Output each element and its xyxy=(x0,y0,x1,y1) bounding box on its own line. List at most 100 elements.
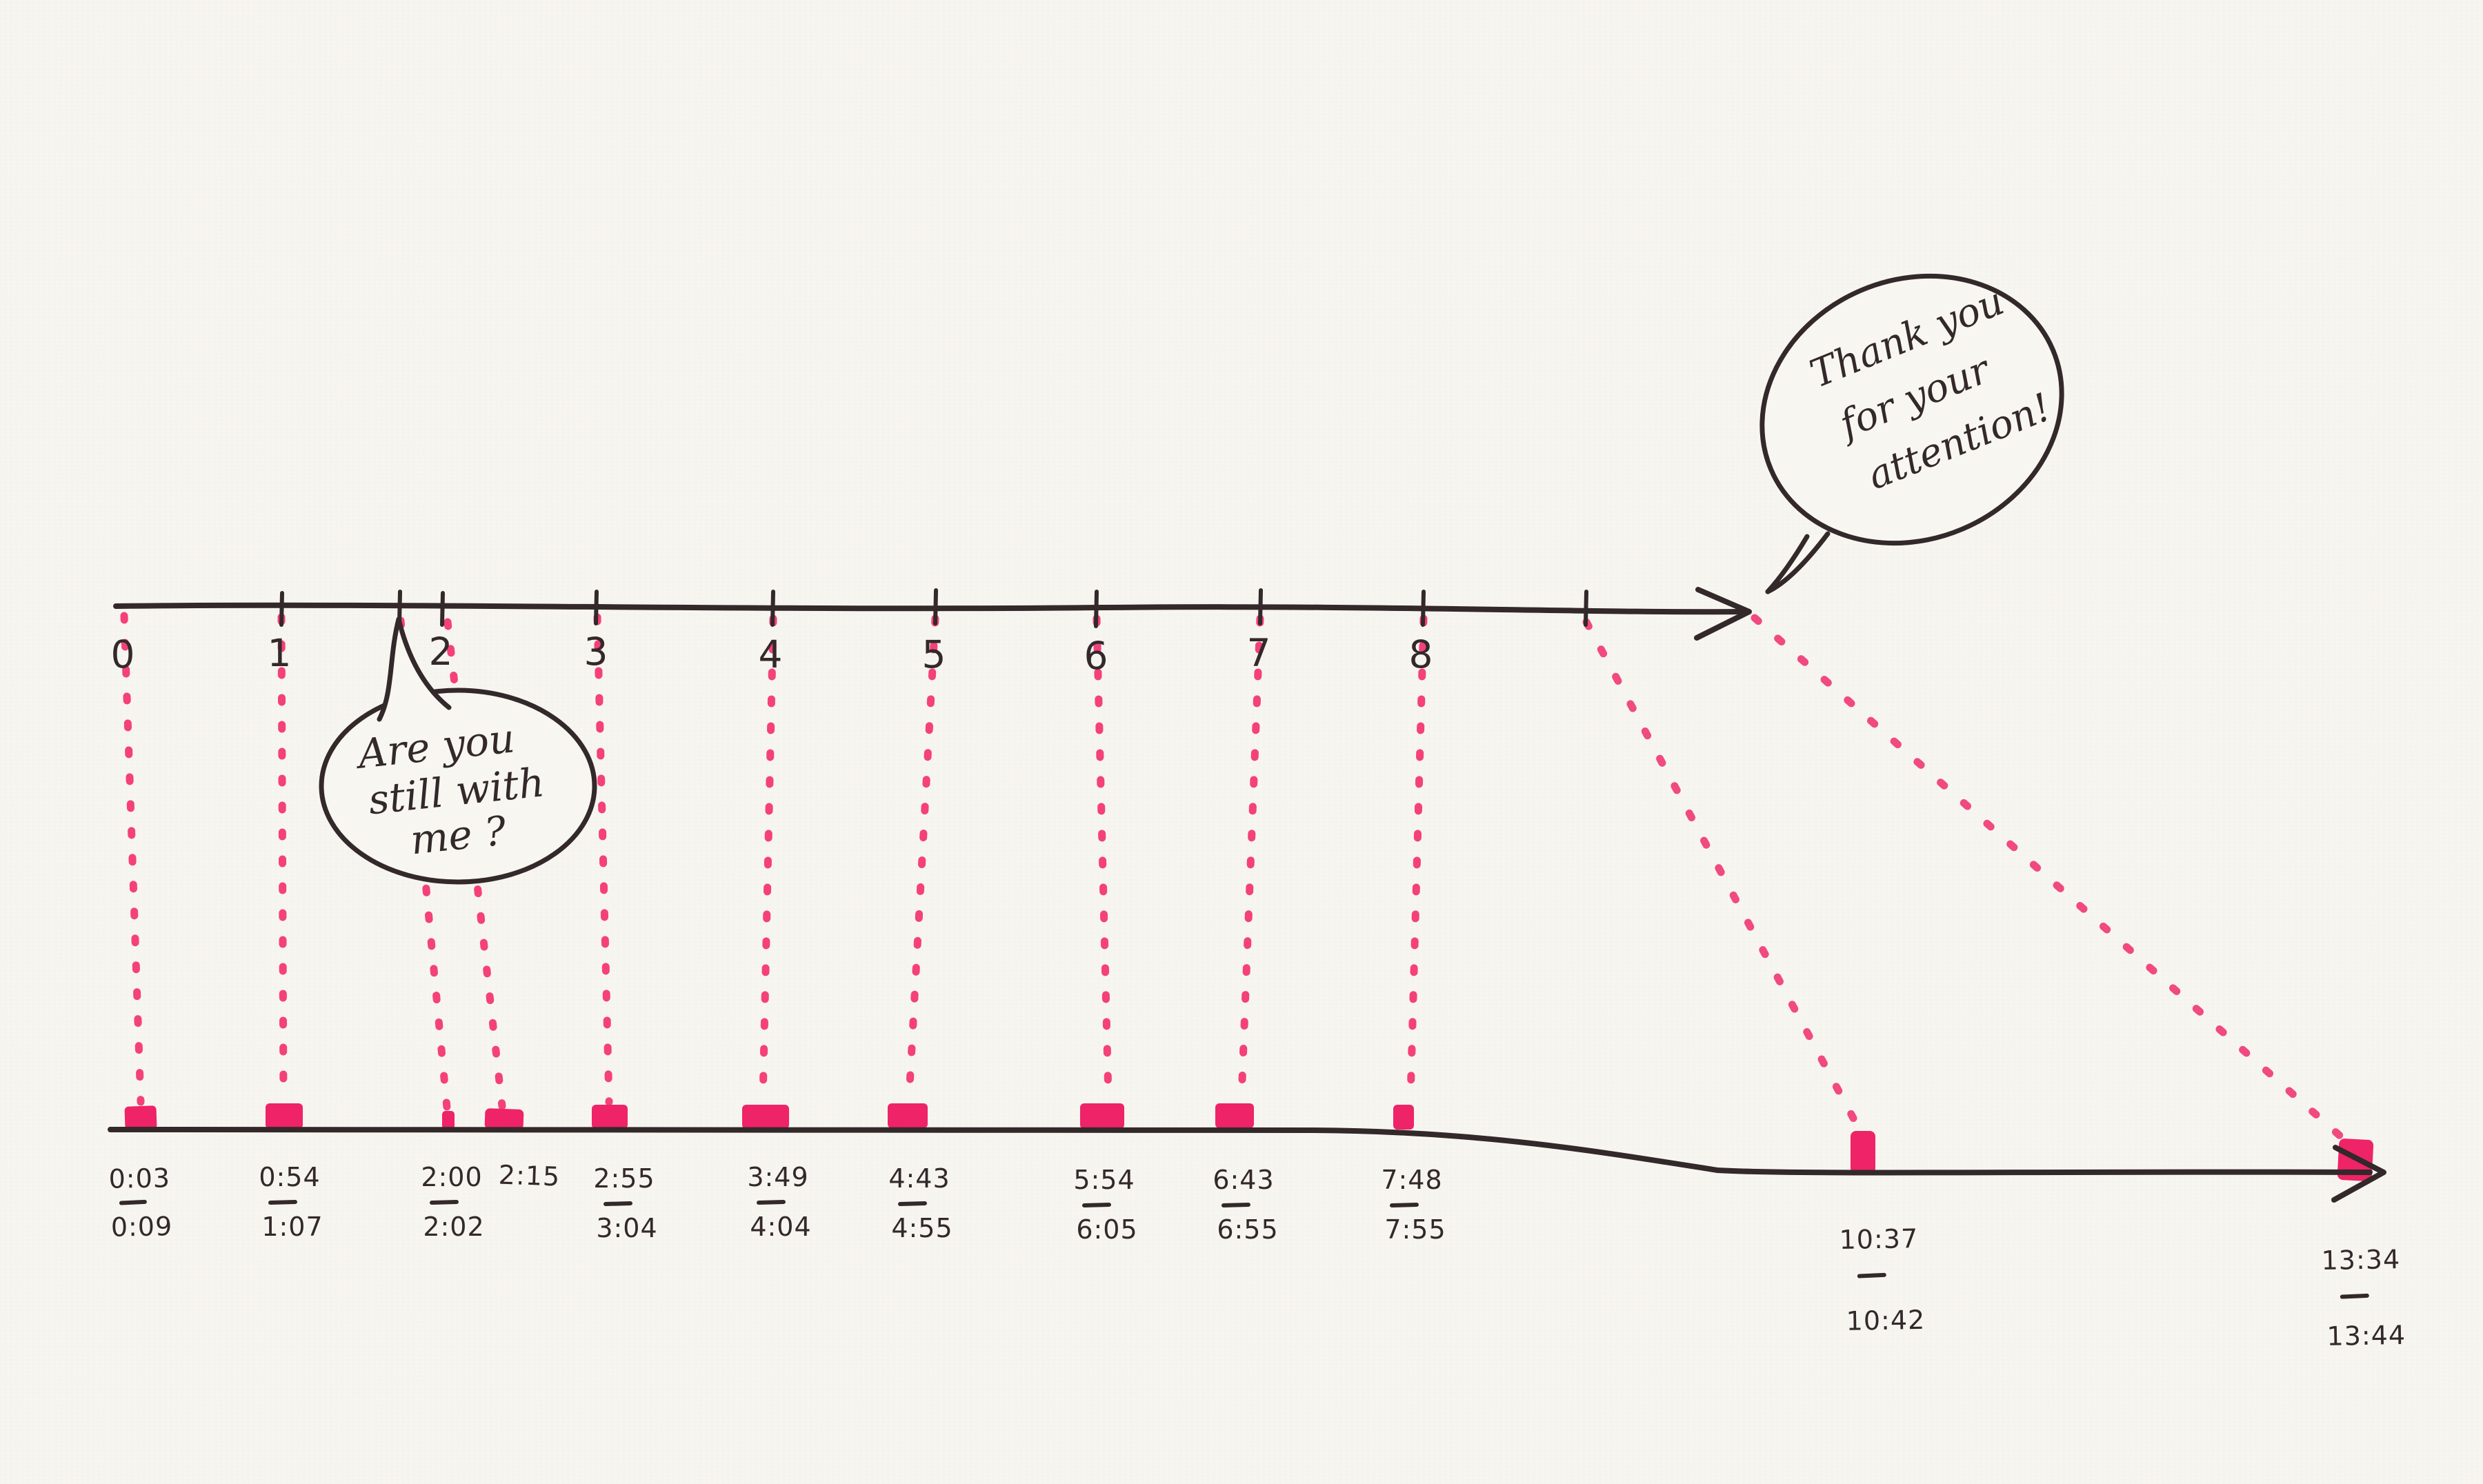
time-range-labels: 0:03 0:09 0:54 1:07 2:00 2:02 2:15 2:55 … xyxy=(108,1159,2406,1352)
top-axis: 0 1 2 3 4 5 6 7 8 xyxy=(111,587,1752,678)
marker-blob-7-48 xyxy=(1393,1105,1414,1130)
bottom-axis-line xyxy=(108,1125,2373,1176)
marker-blob-6-43 xyxy=(1215,1103,1254,1128)
time-range-6: 4:43 4:55 xyxy=(888,1163,953,1243)
marker-blob-4-43 xyxy=(888,1103,928,1128)
time-end: 3:04 xyxy=(596,1213,657,1243)
tick-mark-6 xyxy=(1094,590,1099,628)
time-start: 4:43 xyxy=(888,1163,950,1194)
connector-diagonal-10-37 xyxy=(1582,618,1864,1135)
time-range-dash xyxy=(430,1200,459,1205)
bubble-text-line: me ? xyxy=(408,807,509,863)
connector-slide-0 xyxy=(120,612,145,1106)
tick-mark-2 xyxy=(440,591,445,627)
marker-blob-0-03 xyxy=(124,1105,157,1130)
time-start: 5:54 xyxy=(1073,1165,1135,1195)
time-end: 0:09 xyxy=(110,1211,172,1243)
top-axis-line xyxy=(113,602,1744,615)
time-range-9: 7:48 7:55 xyxy=(1381,1165,1446,1245)
marker-blob-3-49 xyxy=(742,1105,789,1129)
time-end: 13:44 xyxy=(2326,1320,2406,1352)
time-end: 4:04 xyxy=(750,1212,811,1242)
time-range-dash xyxy=(1857,1272,1886,1279)
time-range-7: 5:54 6:05 xyxy=(1073,1165,1137,1245)
time-end: 6:55 xyxy=(1217,1214,1278,1245)
tick-label-1: 1 xyxy=(268,631,292,675)
tick-label-2: 2 xyxy=(429,630,453,674)
top-axis-tick-labels: 0 1 2 3 4 5 6 7 8 xyxy=(111,630,1433,678)
time-start: 0:03 xyxy=(108,1163,170,1194)
time-start: 2:55 xyxy=(593,1163,655,1194)
top-axis-arrowhead xyxy=(1694,587,1752,641)
time-range-dash xyxy=(119,1199,147,1205)
bottom-axis-arrowhead xyxy=(2331,1145,2386,1203)
connector-slide-8 xyxy=(1406,614,1428,1103)
tick-label-5: 5 xyxy=(922,632,946,676)
tick-label-8: 8 xyxy=(1409,632,1433,676)
time-range-dash xyxy=(757,1200,786,1205)
time-range-10: 10:37 10:42 xyxy=(1839,1223,1925,1336)
question-bubble-tail-left-edge xyxy=(377,616,401,722)
question-speech-bubble: Are you still with me ? xyxy=(319,616,597,885)
time-range-dash xyxy=(898,1201,927,1206)
thanks-bubble-tail-right-edge xyxy=(1765,531,1831,594)
tick-mark-8 xyxy=(1421,590,1426,627)
marker-blob-0-54 xyxy=(266,1103,303,1129)
time-end: 10:42 xyxy=(1846,1305,1925,1336)
time-start: 13:34 xyxy=(2321,1244,2400,1276)
connector-slide-5 xyxy=(905,614,939,1102)
bottom-axis xyxy=(108,1125,2386,1203)
tick-mark-7 xyxy=(1258,588,1263,625)
time-start: 6:43 xyxy=(1213,1165,1274,1195)
marker-blob-10-37 xyxy=(1851,1131,1875,1174)
marker-blob-2-00 xyxy=(442,1111,455,1130)
time-range-8: 6:43 6:55 xyxy=(1213,1165,1278,1245)
tick-mark-4 xyxy=(770,590,775,627)
marker-blob-2-55 xyxy=(592,1105,628,1129)
tick-label-4: 4 xyxy=(759,632,783,676)
tick-mark-1 xyxy=(279,591,284,627)
time-range-0: 0:03 0:09 xyxy=(108,1163,172,1243)
time-range-dash xyxy=(2340,1293,2369,1299)
time-range-11: 13:34 13:44 xyxy=(2321,1244,2406,1352)
time-range-dash xyxy=(268,1200,297,1205)
question-bubble-outline xyxy=(319,688,597,885)
time-end: 2:02 xyxy=(423,1212,484,1242)
tick-label-7: 7 xyxy=(1247,631,1271,675)
marker-blob-2-15 xyxy=(484,1108,524,1130)
time-end: 1:07 xyxy=(261,1212,323,1242)
time-range-3: 2:15 xyxy=(498,1159,561,1192)
time-start: 2:15 xyxy=(498,1159,561,1192)
time-start: 0:54 xyxy=(259,1162,320,1192)
connector-slide-6 xyxy=(1093,614,1113,1102)
time-end: 4:55 xyxy=(891,1213,953,1243)
time-end: 6:05 xyxy=(1076,1214,1137,1245)
time-start: 3:49 xyxy=(747,1162,808,1192)
thanks-speech-bubble: Thank you for your attention! xyxy=(1759,273,2064,594)
time-range-1: 0:54 1:07 xyxy=(259,1162,323,1242)
time-start: 7:48 xyxy=(1381,1165,1442,1195)
top-axis-ticks xyxy=(279,588,1588,628)
tick-label-3: 3 xyxy=(584,630,608,674)
connector-slide-4 xyxy=(759,614,777,1105)
time-range-5: 3:49 4:04 xyxy=(747,1162,811,1242)
tick-label-0: 0 xyxy=(111,632,135,676)
connector-slide-1 xyxy=(277,613,288,1103)
thanks-bubble-outline xyxy=(1759,273,2064,546)
time-start: 10:37 xyxy=(1839,1223,1918,1255)
question-bubble-tail-right-edge xyxy=(396,616,452,710)
connector-slide-3 xyxy=(593,613,613,1106)
time-range-4: 2:55 3:04 xyxy=(593,1163,657,1243)
question-bubble-tail-fill xyxy=(380,619,448,719)
connector-slide-7 xyxy=(1237,614,1264,1102)
time-range-dash xyxy=(604,1201,632,1206)
tick-mark-5 xyxy=(933,588,938,625)
connector-diagonal-13-34 xyxy=(1751,614,2353,1147)
marker-blob-5-54 xyxy=(1080,1103,1124,1129)
tick-label-6: 6 xyxy=(1084,634,1108,678)
time-start: 2:00 xyxy=(421,1162,482,1192)
time-end: 7:55 xyxy=(1384,1214,1446,1245)
tick-mark-3 xyxy=(594,590,599,625)
